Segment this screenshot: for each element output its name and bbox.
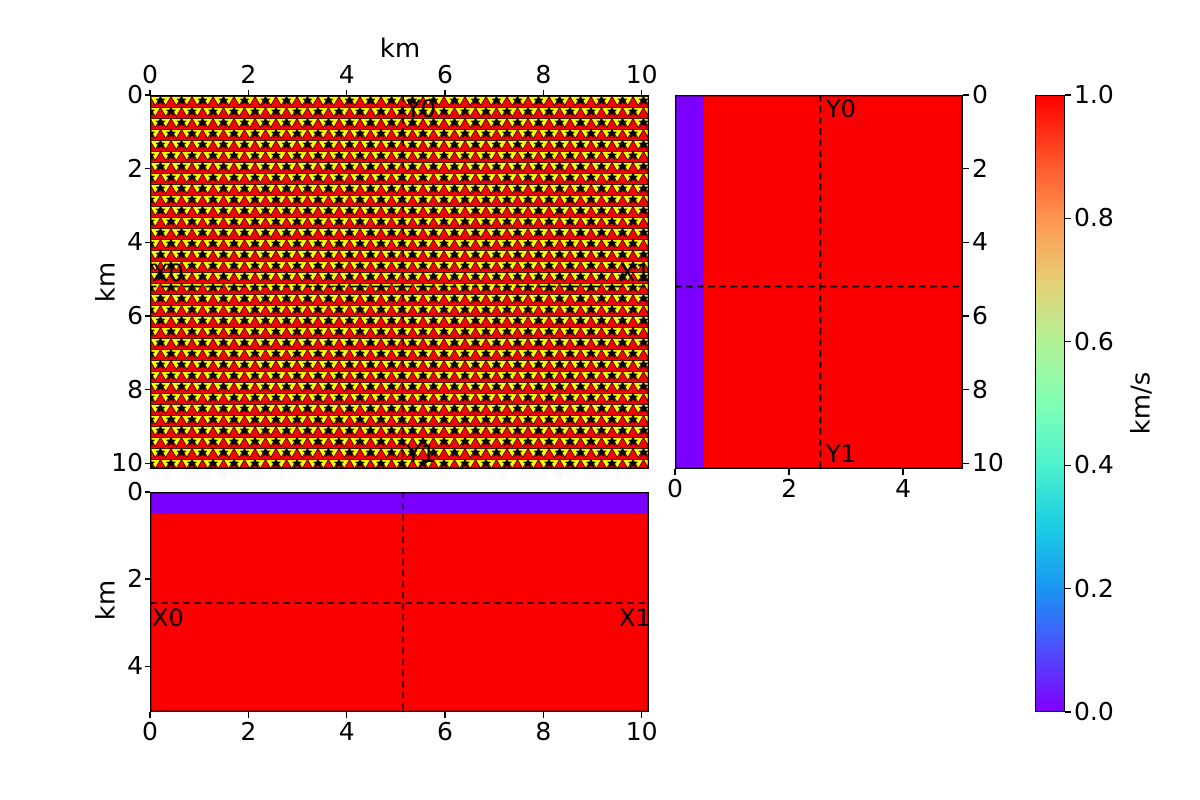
axes-spine [150,95,649,469]
map-xlabel: km [379,34,421,64]
xslice-y-tick [963,241,969,244]
xslice-fast-layer [675,95,963,469]
depth-slice-right-axes [675,95,963,469]
map-x-tick-label: 4 [338,60,355,89]
yslice-x-tick-label: 6 [437,717,453,746]
annotation-map-y1: Y1 [406,440,436,468]
yslice-x-tick [345,712,348,718]
yslice-fast-layer [150,492,649,712]
xslice-y-tick-label: 4 [972,227,988,257]
depth-slice-right-canvas [675,95,963,469]
map-view-canvas [150,95,649,469]
xslice-x-tick-label: 4 [895,474,912,503]
yslice-x-tick-label: 2 [240,717,257,746]
annotation-ysl-x0: X0 [152,604,184,632]
colorbar-tick-label: 0.2 [1074,573,1114,603]
xslice-x-tick [902,469,904,475]
colorbar-tick [1065,587,1071,590]
map-y-tick-label: 6 [127,301,143,331]
xslice-y-tick-label: 2 [972,153,988,183]
xslice-x-tick-label: 0 [667,474,683,503]
colorbar-label: km/s [1126,371,1157,435]
colorbar-tick-label: 0.0 [1074,697,1114,726]
xslice-x-tick [674,469,676,475]
axes-spine [150,492,649,712]
map-x-tick [149,89,151,95]
xslice-y-tick-label: 6 [972,301,988,331]
map-y-tick [144,462,150,465]
colorbar-tick [1065,217,1071,220]
map-y-tick-label: 10 [111,448,143,478]
map-y-tick [144,315,150,317]
yslice-y-tick-label: 2 [127,564,143,594]
map-x-tick [247,89,250,95]
yslice-x-tick [444,712,446,718]
colorbar-tick-label: 1.0 [1074,80,1114,109]
map-x-tick-label: 0 [142,60,158,89]
depth-slice-bottom-axes [150,492,649,712]
yslice-x-tick-label: 0 [142,717,158,746]
xslice-slow-layer [675,95,704,469]
map-marker-grid [150,95,649,469]
colorbar-tick [1065,464,1071,466]
map-y-tick-label: 4 [127,227,143,257]
xslice-y-tick [963,167,969,170]
colorbar-tick [1065,94,1071,96]
map-x-tick [444,89,446,95]
depth-slice-bottom-canvas [150,492,649,712]
xslice-y-tick-label: 8 [972,374,988,404]
map-y-tick-label: 8 [127,374,143,404]
map-ylabel: km [91,261,122,303]
yslice-y-tick-label: 4 [127,651,143,681]
annotation-xsl-y0: Y0 [826,95,856,123]
map-x-tick [542,89,544,95]
xslice-y-tick [963,94,969,96]
colorbar-tick-label: 0.4 [1074,450,1114,480]
xslice-x-tick-label: 2 [781,474,797,503]
colorbar-tick [1065,341,1071,343]
yslice-y-tick [144,491,150,493]
xslice-y-tick [963,462,969,465]
xslice-x-tick [788,469,790,475]
annotation-xsl-y1: Y1 [826,440,856,468]
map-x-tick-label: 2 [240,60,257,89]
map-x-tick [345,89,348,95]
axes-spine [675,95,963,469]
xslice-y-tick [963,389,969,391]
map-y-tick-label: 2 [127,153,143,183]
yslice-x-tick-label: 8 [535,717,552,746]
map-x-tick-label: 10 [625,60,658,89]
annotation-ysl-x1: X1 [619,604,651,632]
map-view-axes [150,95,649,469]
map-x-tick [640,89,643,95]
xslice-y-tick-label: 0 [972,80,988,109]
annotation-map-y0: Y0 [406,95,436,123]
yslice-x-tick [640,712,643,718]
yslice-y-tick-label: 0 [127,477,143,506]
colorbar-tick [1065,711,1071,713]
yslice-x-tick [542,712,544,718]
map-y-tick [144,389,150,391]
colorbar-tick-label: 0.8 [1074,203,1114,233]
yslice-y-tick [144,578,150,580]
map-x-tick-label: 6 [437,60,453,89]
yslice-x-tick [247,712,250,718]
map-y-tick [144,241,150,244]
map-y-tick [144,167,150,170]
colorbar-gradient [1035,95,1065,712]
yslice-x-tick-label: 10 [625,717,658,746]
map-y-tick-label: 0 [127,80,143,109]
map-x-tick-label: 8 [535,60,552,89]
yslice-x-tick-label: 4 [338,717,355,746]
yslice-x-tick [149,712,151,718]
annotation-map-x1: X1 [619,259,651,287]
map-y-tick [144,94,150,96]
annotation-map-x0: X0 [152,259,184,287]
colorbar-tick-label: 0.6 [1074,326,1114,356]
yslice-slow-layer [150,492,649,514]
xslice-y-tick-label: 10 [972,448,1004,478]
yslice-y-tick [144,665,150,667]
xslice-y-tick [963,315,969,317]
